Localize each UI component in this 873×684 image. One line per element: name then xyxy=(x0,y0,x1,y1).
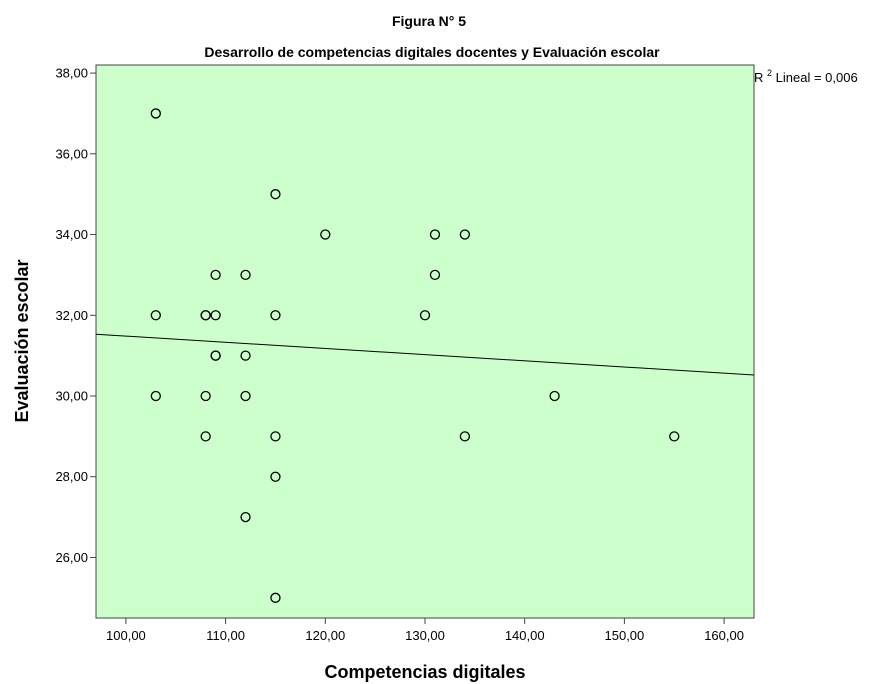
data-point xyxy=(669,431,680,442)
data-point xyxy=(459,431,471,442)
data-point xyxy=(210,269,221,281)
plot-area xyxy=(95,64,755,619)
x-tick-label: 140,00 xyxy=(505,628,545,643)
data-point xyxy=(270,189,281,200)
y-tick-label: 28,00 xyxy=(55,469,88,484)
data-point xyxy=(200,310,211,321)
figure-label: Figura N° 5 xyxy=(392,13,466,29)
y-tick-label: 34,00 xyxy=(55,227,88,242)
r2-text: Lineal = 0,006 xyxy=(776,70,858,85)
x-tick-label: 110,00 xyxy=(206,628,245,643)
fit-line-layer xyxy=(95,333,755,376)
data-point xyxy=(270,471,281,482)
data-point xyxy=(429,229,441,240)
x-tick-label: 160,00 xyxy=(704,628,744,643)
data-point xyxy=(240,269,251,281)
chart-title: Desarrollo de competencias digitales doc… xyxy=(204,44,660,60)
data-point xyxy=(210,310,221,321)
r2-superscript: 2 xyxy=(767,68,772,78)
data-point xyxy=(459,229,471,240)
fit-line xyxy=(95,333,755,376)
data-point xyxy=(240,390,251,402)
x-tick-label: 120,00 xyxy=(305,628,345,643)
data-point xyxy=(270,310,281,321)
y-tick-label: 26,00 xyxy=(55,550,88,565)
y-tick-label: 32,00 xyxy=(55,308,88,323)
data-point xyxy=(150,310,161,321)
x-tick-label: 150,00 xyxy=(605,628,645,643)
x-tick-label: 100,00 xyxy=(106,628,146,643)
data-point xyxy=(210,350,221,361)
data-point xyxy=(240,350,251,361)
y-axis: 26,00 28,00 30,00 32,00 34,00 36,00 38,00 xyxy=(55,66,96,565)
y-tick-label: 36,00 xyxy=(55,146,88,161)
y-axis-title: Evaluación escolar xyxy=(12,259,32,422)
data-point xyxy=(270,592,281,603)
r2-annotation: R 2 Lineal = 0,006 xyxy=(754,64,858,85)
y-tick-label: 38,00 xyxy=(55,66,88,81)
data-point xyxy=(320,229,331,240)
points-layer xyxy=(150,108,680,603)
data-point xyxy=(150,390,161,402)
data-point xyxy=(150,108,161,119)
data-point xyxy=(429,269,441,281)
data-point xyxy=(419,310,431,321)
data-point xyxy=(200,390,211,402)
data-point xyxy=(240,511,251,523)
x-tick-label: 130,00 xyxy=(405,628,445,643)
x-axis: 100,00 110,00 120,00 130,00 140,00 150,00 160,… xyxy=(106,618,744,643)
r2-prefix: R xyxy=(754,70,763,85)
x-axis-title: Competencias digitales xyxy=(324,662,525,682)
y-tick-label: 30,00 xyxy=(55,388,88,403)
data-point xyxy=(549,390,560,402)
data-point xyxy=(270,431,281,442)
data-point xyxy=(200,431,211,442)
